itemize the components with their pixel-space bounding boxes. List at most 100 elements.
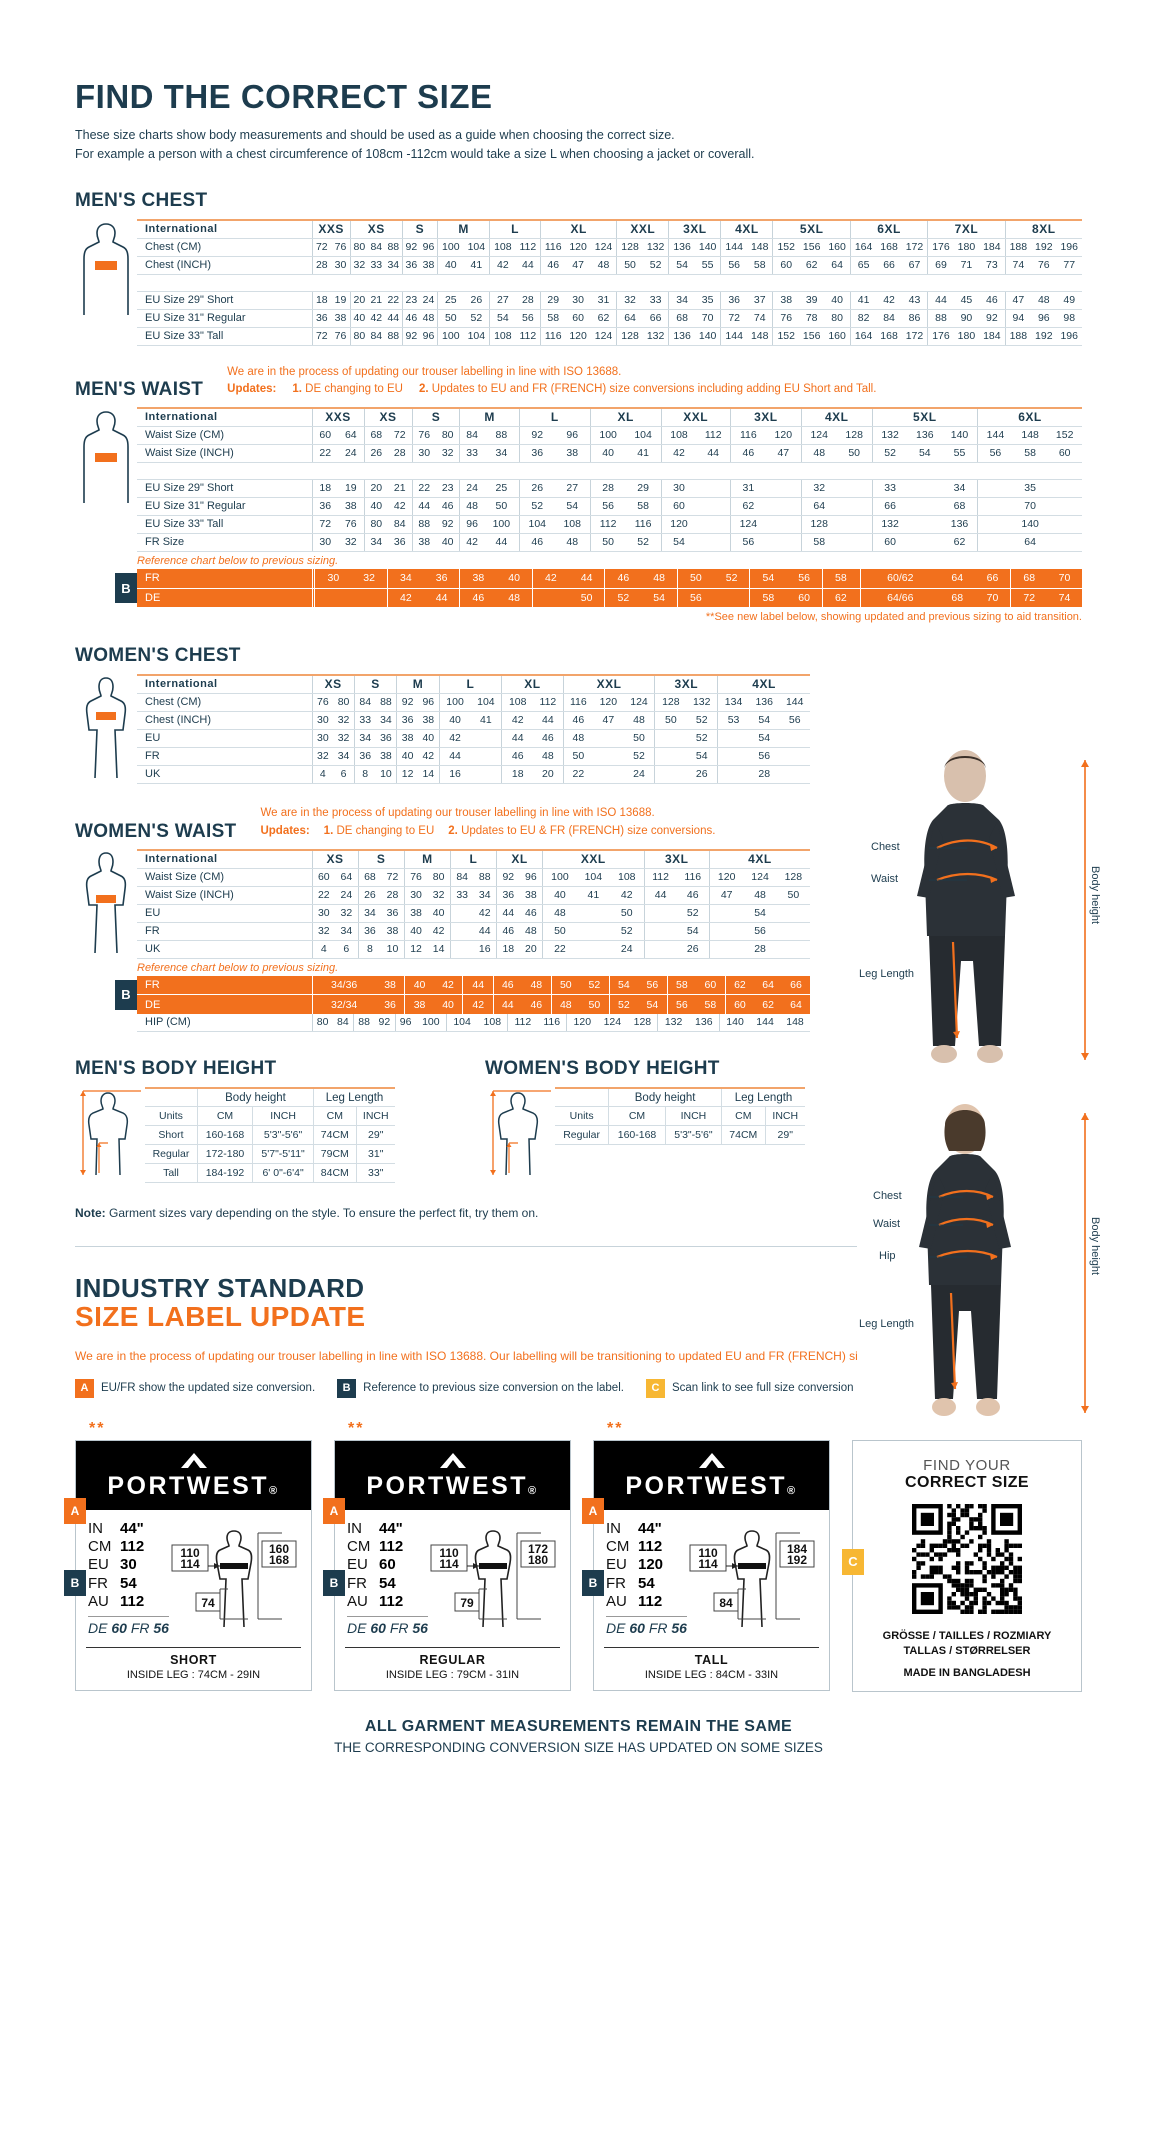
cell: 92	[374, 1014, 395, 1032]
cell: 54	[641, 588, 677, 607]
cell: 144	[721, 327, 747, 345]
cell: 84	[368, 327, 385, 345]
cell: 48	[801, 445, 836, 463]
intro-text: These size charts show body measurements…	[75, 126, 1082, 164]
cell: 60	[773, 256, 799, 274]
cell: 152	[1047, 427, 1082, 445]
cell: 52	[686, 712, 717, 730]
cell: 56	[749, 748, 779, 766]
cell: 16	[473, 940, 496, 958]
cell: 52	[677, 904, 710, 922]
cell: 44	[569, 569, 605, 588]
qr-code-wrapper[interactable]	[863, 1504, 1071, 1619]
cell: 100	[438, 327, 464, 345]
cell: 56	[721, 256, 747, 274]
col-XXS: XXS	[312, 220, 350, 239]
cell: 34	[354, 730, 375, 748]
intro-line-1: These size charts show body measurements…	[75, 126, 1082, 145]
cell: 60	[565, 309, 590, 327]
col-M: M	[460, 408, 519, 427]
cell: 68	[669, 309, 695, 327]
qr-line-1: FIND YOUR	[863, 1457, 1071, 1474]
unit-header-2: CM	[314, 1107, 356, 1126]
cell: 62	[591, 309, 617, 327]
cell	[593, 730, 623, 748]
fr-prefix: FR	[131, 1620, 150, 1636]
transition-copy: We are in the process of updating our tr…	[75, 1349, 880, 1363]
cell: 196	[1056, 327, 1082, 345]
cell: 46	[730, 445, 765, 463]
cell	[1047, 498, 1082, 516]
row-label: UK	[137, 940, 312, 958]
cell: 104	[446, 1014, 477, 1032]
badge-c-card: C	[842, 1549, 864, 1575]
male-model: Chest Waist Leg Length Body height	[857, 746, 1097, 1081]
col-XXS: XXS	[312, 408, 364, 427]
brand-header: PORTWEST®	[335, 1441, 570, 1510]
cell: 164	[850, 238, 876, 256]
cell: 30	[565, 291, 590, 309]
cell: 116	[563, 694, 593, 712]
cell: 36	[424, 569, 460, 588]
see-new-label-note: **See new label below, showing updated a…	[75, 611, 1082, 623]
cell: 28	[381, 886, 404, 904]
cell: 48	[641, 569, 677, 588]
cell: 26	[358, 886, 381, 904]
cell: 64	[1013, 534, 1047, 552]
cell: 60	[786, 588, 822, 607]
cell: 54	[661, 534, 696, 552]
cell: 78	[799, 309, 824, 327]
cell: 50	[551, 976, 580, 995]
cell: 52	[464, 309, 490, 327]
cell: 44	[439, 748, 470, 766]
badge-b-card: B	[582, 1570, 604, 1596]
col-3XL: 3XL	[655, 675, 718, 694]
cell: 48	[520, 922, 543, 940]
label-body-diagram: 110 114 160 168 74	[170, 1523, 298, 1635]
cell: 50	[484, 498, 519, 516]
cell: 54	[609, 976, 638, 995]
cell: 80	[312, 1014, 333, 1032]
cell: 80	[436, 427, 460, 445]
col-7XL: 7XL	[928, 220, 1005, 239]
col-XL: XL	[502, 675, 563, 694]
mens-waist-notice: We are in the process of updating our tr…	[227, 364, 1082, 402]
previous-size-row: DE 60 FR 56	[88, 1616, 169, 1637]
cell: 50	[438, 309, 464, 327]
col-XXL: XXL	[543, 850, 644, 869]
brand-name: PORTWEST®	[594, 1472, 829, 1501]
cell: 56	[667, 995, 696, 1014]
label-figure: 110 114 184 192 84	[687, 1520, 817, 1638]
cell: 26	[464, 291, 490, 309]
label-figure: 110 114 172 180 79	[428, 1520, 558, 1638]
cell	[315, 588, 351, 607]
cell: 64/66	[860, 588, 940, 607]
card-footer: SHORT INSIDE LEG : 74CM - 29IN	[86, 1647, 301, 1690]
cell: 62	[942, 534, 977, 552]
cell: 44	[412, 498, 436, 516]
cell: 36	[388, 534, 412, 552]
cell: 32/34	[312, 995, 376, 1014]
asterisk-marker: **	[607, 1420, 830, 1438]
womens-body-height-title: WOMEN'S BODY HEIGHT	[485, 1058, 805, 1080]
cell: 34	[473, 886, 496, 904]
col-XXL: XXL	[617, 220, 669, 239]
cell: 54	[677, 922, 710, 940]
cell: 104	[464, 238, 490, 256]
cell: 172	[902, 327, 928, 345]
cell: 104	[626, 427, 661, 445]
cell	[655, 730, 686, 748]
cell: 33	[354, 712, 375, 730]
asterisk-marker: **	[89, 1420, 312, 1438]
fr-value: 56	[671, 1620, 687, 1636]
